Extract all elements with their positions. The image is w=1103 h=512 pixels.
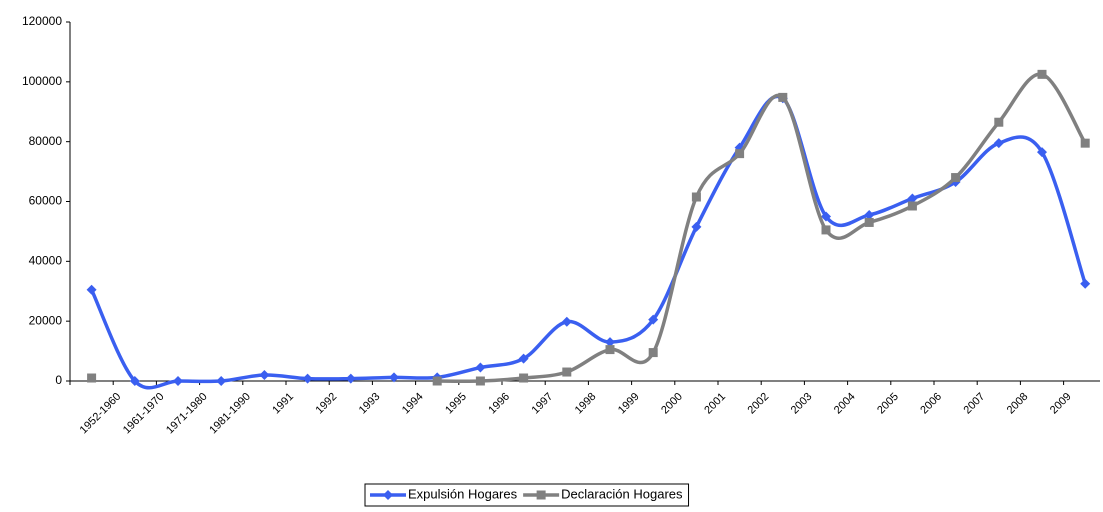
x-tick-label: 2006 — [918, 391, 944, 417]
marker — [778, 92, 788, 102]
marker — [432, 376, 442, 386]
x-tick-label: 1981-1990 — [207, 391, 253, 437]
y-tick-label: 80000 — [29, 134, 63, 148]
x-tick-label: 1996 — [486, 391, 512, 417]
x-tick-label: 1971-1980 — [164, 391, 210, 437]
x-tick-label: 2007 — [962, 391, 988, 417]
marker — [821, 225, 831, 235]
marker — [735, 149, 745, 159]
marker — [518, 353, 529, 364]
marker — [129, 376, 140, 386]
y-tick-label: 60000 — [29, 194, 63, 208]
series-line — [437, 72, 1087, 383]
marker — [259, 370, 270, 381]
marker — [302, 373, 313, 384]
x-tick-label: 1997 — [530, 391, 556, 417]
x-tick-label: 2001 — [702, 391, 728, 417]
x-tick-label: 2009 — [1048, 391, 1074, 417]
marker — [648, 314, 659, 325]
x-tick-label: 1961-1970 — [121, 391, 167, 437]
x-tick-label: 1995 — [443, 391, 469, 417]
marker — [1037, 69, 1047, 79]
marker — [821, 211, 831, 222]
y-tick-label: 120000 — [22, 14, 62, 28]
x-tick-label: 2003 — [789, 391, 815, 417]
x-tick-label: 1991 — [270, 391, 296, 417]
marker — [994, 117, 1004, 127]
marker — [691, 221, 702, 232]
x-tick-label: 1994 — [400, 391, 426, 417]
marker — [864, 209, 875, 220]
marker — [648, 348, 658, 358]
marker — [216, 376, 227, 386]
marker — [1080, 138, 1090, 148]
marker — [1037, 147, 1047, 158]
marker — [86, 284, 97, 295]
y-tick-label: 100000 — [22, 74, 62, 88]
x-tick-label: 2005 — [875, 391, 901, 417]
x-tick-label: 1993 — [357, 391, 383, 417]
x-tick-label: 2000 — [659, 391, 685, 417]
marker — [993, 138, 1004, 149]
marker — [519, 373, 529, 383]
marker — [691, 192, 701, 202]
marker — [907, 201, 917, 211]
series-line — [90, 94, 1087, 390]
x-tick-label: 1999 — [616, 391, 642, 417]
marker — [345, 373, 356, 384]
marker — [475, 362, 486, 373]
x-tick-label: 2002 — [746, 391, 772, 417]
x-tick-label: 1992 — [314, 391, 340, 417]
x-tick-label: 2008 — [1005, 391, 1031, 417]
y-tick-label: 40000 — [29, 254, 63, 268]
y-tick-label: 0 — [55, 373, 62, 387]
legend: Expulsión Hogares Declaración Hogares — [364, 483, 690, 507]
marker — [605, 345, 615, 355]
marker — [173, 376, 183, 386]
marker — [536, 490, 546, 500]
marker — [562, 367, 572, 377]
marker — [561, 316, 572, 327]
marker — [907, 193, 918, 204]
y-tick-label: 20000 — [29, 313, 63, 327]
x-tick-label: 1952-1960 — [78, 391, 124, 437]
marker — [383, 490, 393, 500]
x-tick-label: 1998 — [573, 391, 599, 417]
legend-label: Expulsión Hogares — [408, 486, 518, 501]
marker — [605, 337, 615, 348]
legend-label: Declaración Hogares — [561, 486, 683, 501]
x-tick-label: 2004 — [832, 391, 858, 417]
marker — [1080, 278, 1091, 289]
marker — [87, 373, 97, 383]
marker — [951, 173, 961, 183]
marker — [389, 372, 399, 383]
marker — [475, 376, 485, 386]
marker — [864, 217, 874, 227]
